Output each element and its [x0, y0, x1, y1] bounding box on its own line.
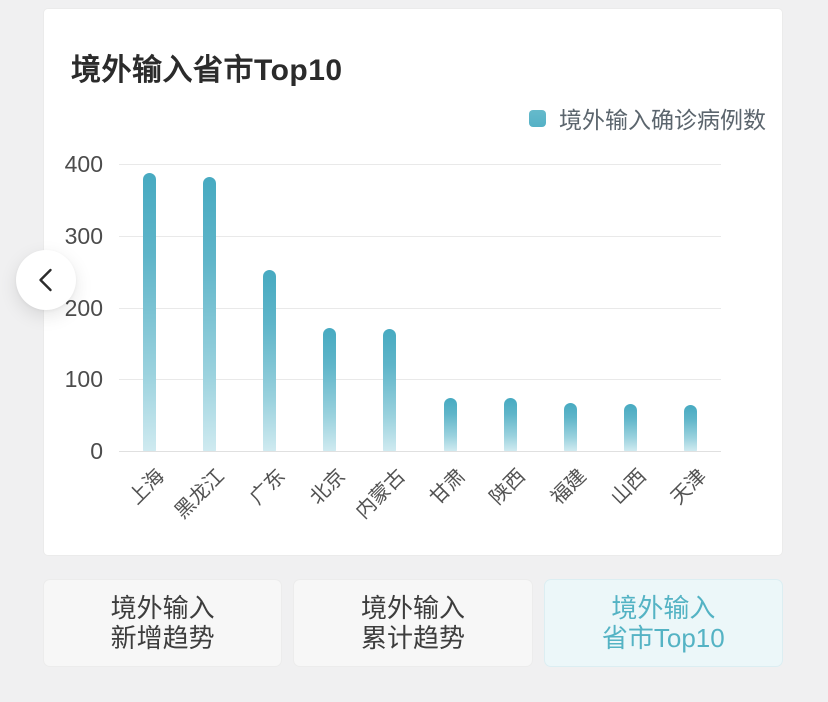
chart-bar[interactable]: [383, 329, 397, 451]
legend-swatch-icon: [529, 109, 546, 127]
chart-bar[interactable]: [684, 405, 698, 451]
gridline: [119, 164, 721, 165]
legend-label: 境外输入确诊病例数: [559, 107, 766, 133]
x-axis-line: [119, 451, 721, 452]
chart-card: 境外输入省市Top10 境外输入确诊病例数 0 100 200 300 400 上海 黑龙江…: [43, 8, 783, 556]
tab-label-line2: 新增趋势: [110, 623, 215, 653]
tab-label-line1: 境外输入: [360, 593, 465, 623]
chart-title: 境外输入省市Top10: [71, 54, 343, 87]
chart-bar[interactable]: [624, 403, 638, 451]
chevron-left-icon: [39, 268, 52, 292]
x-tick-label: 黑龙江: [171, 465, 230, 524]
tab-imported-province-top10[interactable]: 境外输入 省市Top10: [543, 579, 783, 667]
tab-label-line1: 境外输入: [110, 593, 215, 623]
plot-area: 0 100 200 300 400 上海 黑龙江 广东 北京 内蒙古 甘肃 陕西 福建 山西 天津: [65, 152, 721, 523]
x-tick-label: 山西: [606, 465, 651, 510]
tab-imported-new-trend[interactable]: 境外输入 新增趋势: [43, 579, 283, 667]
gridline: [119, 235, 721, 237]
y-tick-label: 100: [64, 366, 103, 393]
chart-bar[interactable]: [564, 402, 577, 451]
tab-label-line1: 境外输入: [611, 593, 716, 623]
chart-bar[interactable]: [323, 327, 337, 451]
x-tick-label: 北京: [305, 465, 350, 510]
y-tick-label: 0: [90, 438, 103, 464]
x-tick-label: 甘肃: [426, 465, 470, 510]
chart-bar[interactable]: [263, 270, 276, 451]
tab-label-line2: 累计趋势: [360, 623, 465, 653]
x-tick-label: 陕西: [486, 465, 531, 510]
tab-label-line2: 省市Top10: [601, 623, 725, 653]
x-tick-label: 天津: [666, 465, 711, 510]
chart-bar[interactable]: [142, 172, 156, 451]
tab-bar: 境外输入 新增趋势 境外输入 累计趋势 境外输入 省市Top10: [43, 579, 783, 667]
x-tick-label: 上海: [125, 465, 169, 510]
y-tick-label: 200: [64, 294, 103, 321]
prev-chart-button[interactable]: [16, 250, 76, 310]
x-tick-label: 广东: [245, 465, 290, 510]
x-tick-label: 内蒙古: [351, 465, 410, 524]
y-tick-label: 300: [64, 222, 103, 249]
y-tick-label: 400: [64, 151, 103, 177]
chart-legend[interactable]: 境外输入确诊病例数: [529, 101, 766, 135]
tab-imported-cumulative-trend[interactable]: 境外输入 累计趋势: [293, 579, 533, 667]
gridline: [119, 379, 721, 381]
gridline: [119, 307, 721, 309]
chart-bar[interactable]: [503, 397, 517, 451]
chart-bar[interactable]: [202, 176, 216, 451]
chart-bar[interactable]: [443, 397, 457, 451]
x-tick-label: 福建: [546, 465, 591, 510]
